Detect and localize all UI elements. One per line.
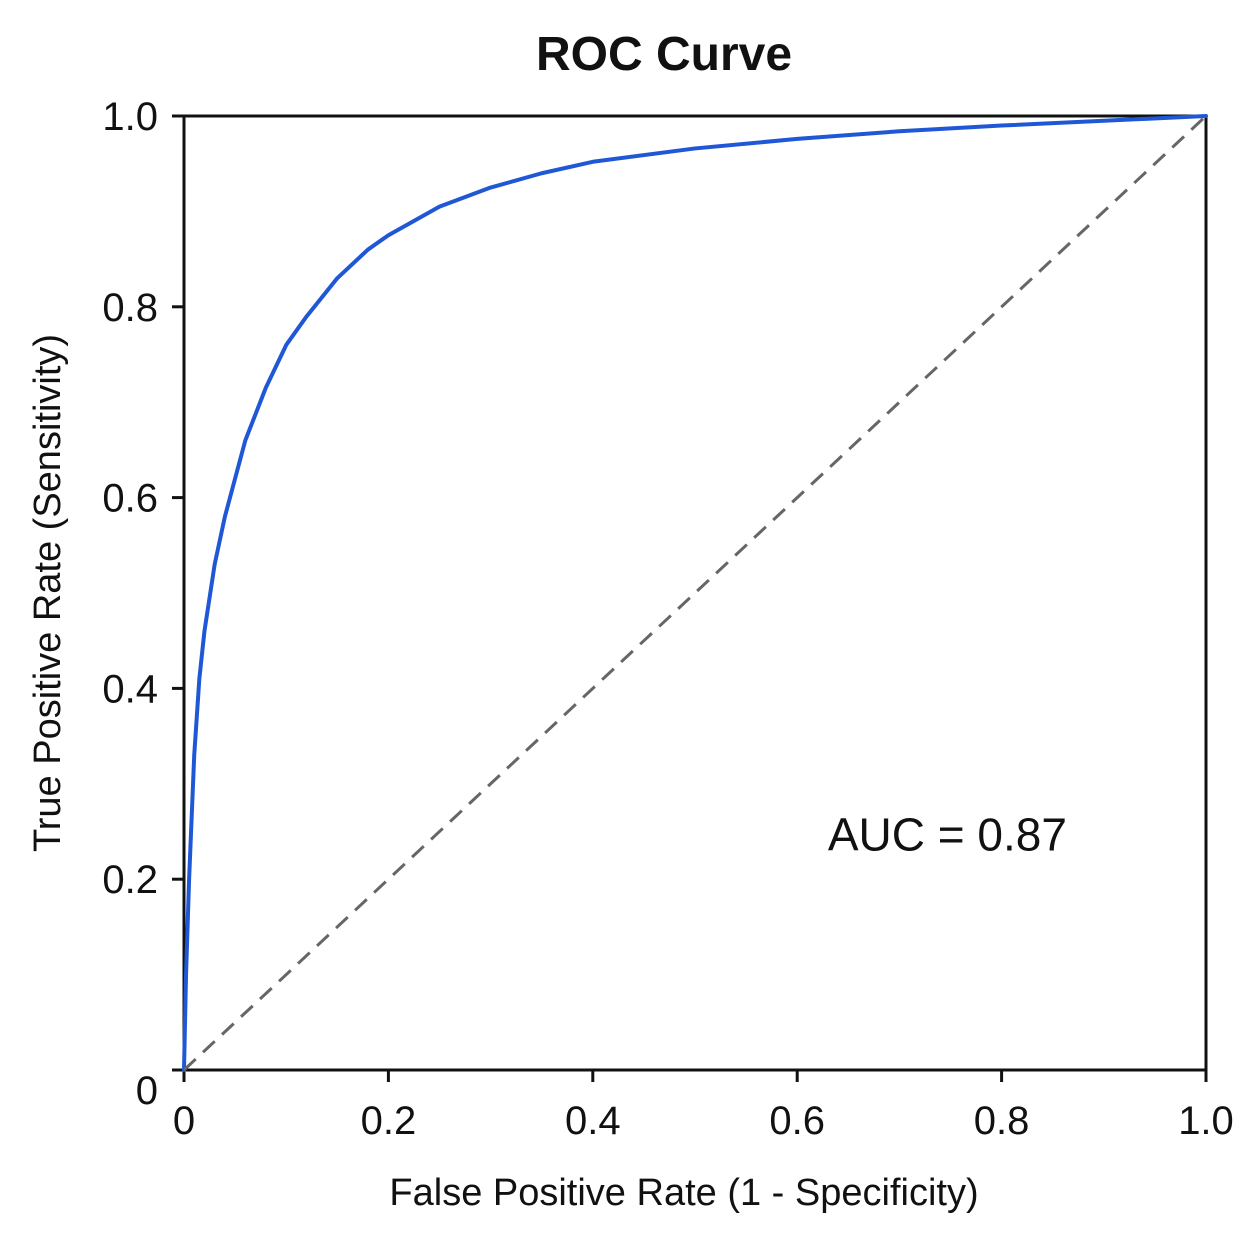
x-tick-label: 0.2 bbox=[361, 1099, 417, 1143]
diagonal-reference-line bbox=[182, 114, 1208, 1072]
y-tick-label: 0.2 bbox=[102, 858, 158, 902]
chart-title: ROC Curve bbox=[536, 28, 792, 81]
x-tick-label: 0.6 bbox=[769, 1099, 825, 1143]
annotation-layer: AUC = 0.87 bbox=[828, 809, 1067, 861]
x-tick-label: 0 bbox=[173, 1099, 195, 1143]
x-axis-ticks: 0 0.2 0.4 0.6 0.8 1.0 bbox=[173, 1070, 1234, 1143]
y-tick-label: 1.0 bbox=[102, 95, 158, 139]
plot-frame bbox=[182, 114, 1208, 1072]
y-tick-label: 0.6 bbox=[102, 477, 158, 521]
plot-area: 0 0.2 0.4 0.6 0.8 1.0 0 0.2 0.4 0.6 0.8 1.0 AUC = … bbox=[102, 95, 1233, 1143]
x-tick-label: 1.0 bbox=[1178, 1099, 1234, 1143]
x-axis-label: False Positive Rate (1 - Specificity) bbox=[389, 1172, 978, 1214]
y-axis-ticks: 0 0.2 0.4 0.6 0.8 1.0 bbox=[102, 95, 184, 1113]
x-tick-label: 0.8 bbox=[974, 1099, 1030, 1143]
y-axis-label: True Positive Rate (Sensitivity) bbox=[27, 334, 69, 852]
y-tick-label: 0.4 bbox=[102, 667, 158, 711]
y-tick-label: 0 bbox=[136, 1069, 158, 1113]
roc-curve-line bbox=[182, 114, 1208, 1072]
x-tick-label: 0.4 bbox=[565, 1099, 621, 1143]
auc-annotation: AUC = 0.87 bbox=[828, 809, 1067, 861]
series-layer bbox=[182, 114, 1208, 1072]
y-tick-label: 0.8 bbox=[102, 286, 158, 330]
